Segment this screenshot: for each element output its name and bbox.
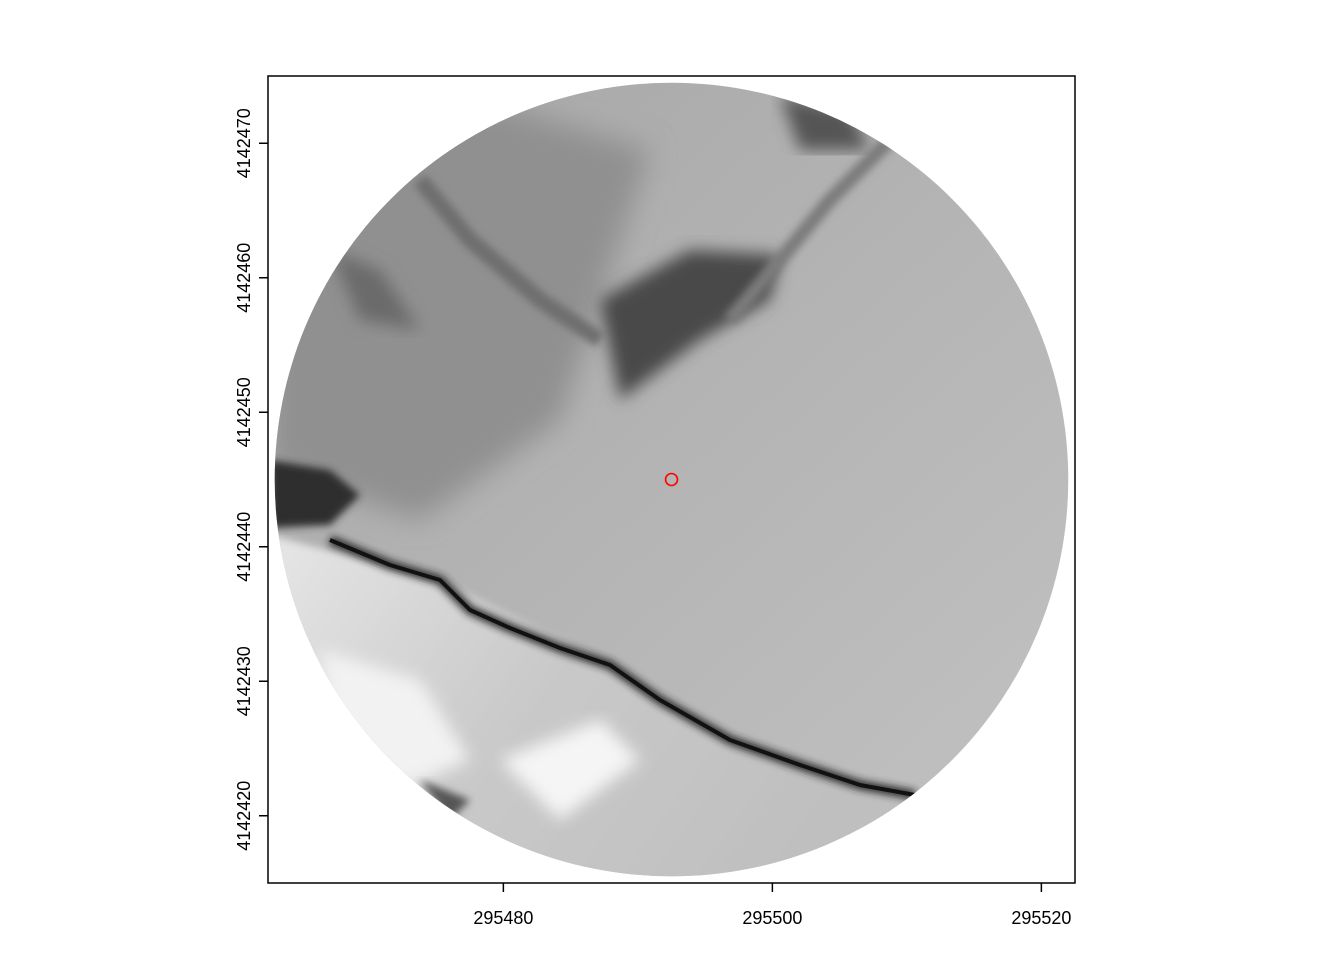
raster-ridge-line: [413, 174, 605, 347]
raster-bright-patch: [320, 650, 470, 790]
x-tick-label: 295520: [1011, 908, 1071, 928]
raster-dark-band: [600, 250, 780, 400]
y-tick-label: 4142460: [234, 243, 254, 313]
x-axis: 295480 295500 295520: [473, 883, 1071, 928]
x-tick-label: 295500: [742, 908, 802, 928]
y-tick-label: 4142450: [234, 377, 254, 447]
y-tick-label: 4142430: [234, 646, 254, 716]
y-tick-label: 4142420: [234, 781, 254, 851]
raster-dark-slope: [330, 250, 420, 330]
plot-frame: [267, 75, 1076, 884]
raster-dark-notch: [274, 460, 360, 528]
y-tick-label: 4142440: [234, 512, 254, 582]
raster-ridge-line: [724, 135, 895, 325]
raster-bright-strip: [500, 720, 640, 820]
x-tick-label: 295480: [473, 908, 533, 928]
raster-image: [274, 82, 1069, 877]
raster-gully-core: [329, 538, 916, 797]
raster-dark-top: [780, 95, 870, 150]
point-markers: [664, 472, 679, 487]
data-point: [664, 472, 679, 487]
y-axis: 4142420 4142430 4142440 4142450 4142460 41424…: [234, 108, 268, 851]
raster-dark-corner: [420, 780, 470, 820]
y-tick-label: 4142470: [234, 108, 254, 178]
